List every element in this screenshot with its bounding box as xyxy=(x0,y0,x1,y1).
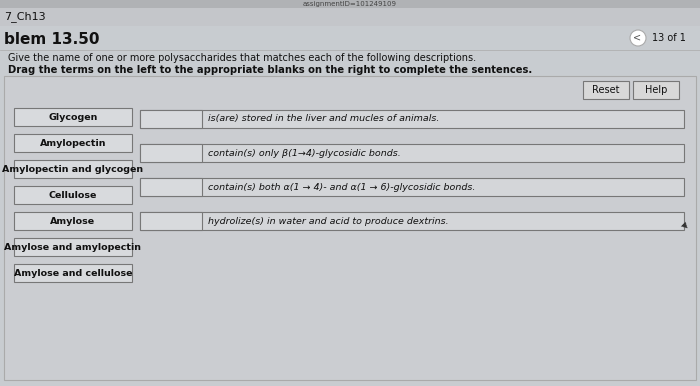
Text: is(are) stored in the liver and mucles of animals.: is(are) stored in the liver and mucles o… xyxy=(208,115,440,124)
FancyBboxPatch shape xyxy=(14,108,132,126)
FancyBboxPatch shape xyxy=(14,264,132,282)
FancyBboxPatch shape xyxy=(14,160,132,178)
FancyBboxPatch shape xyxy=(0,26,700,50)
Text: Help: Help xyxy=(645,85,667,95)
Text: Amylose and cellulose: Amylose and cellulose xyxy=(14,269,132,278)
FancyBboxPatch shape xyxy=(140,212,684,230)
FancyBboxPatch shape xyxy=(14,134,132,152)
FancyBboxPatch shape xyxy=(14,238,132,256)
Text: 7_Ch13: 7_Ch13 xyxy=(4,12,46,22)
FancyBboxPatch shape xyxy=(14,212,132,230)
FancyBboxPatch shape xyxy=(4,76,696,380)
Circle shape xyxy=(630,30,646,46)
FancyBboxPatch shape xyxy=(140,144,202,162)
FancyBboxPatch shape xyxy=(140,178,684,196)
Text: Give the name of one or more polysaccharides that matches each of the following : Give the name of one or more polysacchar… xyxy=(8,53,476,63)
FancyBboxPatch shape xyxy=(140,212,202,230)
Text: Amylopectin and glycogen: Amylopectin and glycogen xyxy=(2,164,143,173)
Text: Amylose: Amylose xyxy=(50,217,96,225)
Text: <: < xyxy=(633,33,641,43)
Text: ▸: ▸ xyxy=(678,219,692,233)
Text: Amylose and amylopectin: Amylose and amylopectin xyxy=(4,242,141,252)
Text: Drag the terms on the left to the appropriate blanks on the right to complete th: Drag the terms on the left to the approp… xyxy=(8,65,532,75)
FancyBboxPatch shape xyxy=(583,81,629,99)
Text: Amylopectin: Amylopectin xyxy=(40,139,106,147)
Text: Reset: Reset xyxy=(592,85,620,95)
Text: hydrolize(s) in water and acid to produce dextrins.: hydrolize(s) in water and acid to produc… xyxy=(208,217,449,225)
Text: contain(s) only β(1→4)-glycosidic bonds.: contain(s) only β(1→4)-glycosidic bonds. xyxy=(208,149,400,157)
FancyBboxPatch shape xyxy=(0,0,700,8)
FancyBboxPatch shape xyxy=(0,8,700,26)
FancyBboxPatch shape xyxy=(140,178,202,196)
Text: Cellulose: Cellulose xyxy=(49,191,97,200)
Text: contain(s) both α(1 → 4)- and α(1 → 6)-glycosidic bonds.: contain(s) both α(1 → 4)- and α(1 → 6)-g… xyxy=(208,183,475,191)
FancyBboxPatch shape xyxy=(140,110,684,128)
Text: assignmentID=101249109: assignmentID=101249109 xyxy=(303,1,397,7)
Text: 13 of 1: 13 of 1 xyxy=(652,33,686,43)
FancyBboxPatch shape xyxy=(14,186,132,204)
Text: Glycogen: Glycogen xyxy=(48,112,98,122)
FancyBboxPatch shape xyxy=(140,110,202,128)
Text: blem 13.50: blem 13.50 xyxy=(4,32,99,46)
FancyBboxPatch shape xyxy=(140,144,684,162)
FancyBboxPatch shape xyxy=(633,81,679,99)
